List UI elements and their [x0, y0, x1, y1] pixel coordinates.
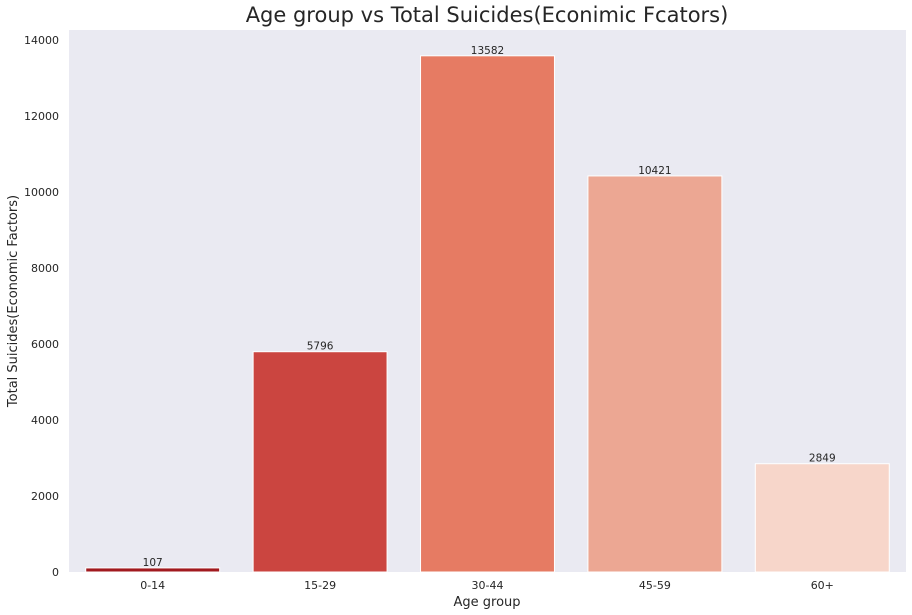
y-tick-label: 6000	[31, 338, 59, 351]
data-label-60+: 2849	[809, 453, 836, 465]
x-tick-label: 0-14	[140, 579, 165, 592]
data-label-15-29: 5796	[307, 341, 334, 353]
data-labels-group: 107 5796 13582 10421 2849	[143, 45, 836, 569]
bar-60+	[754, 463, 890, 573]
x-tick-label: 60+	[811, 579, 834, 592]
x-tick-labels: 0-14 15-29 30-44 45-59 60+	[140, 579, 834, 592]
y-tick-label: 0	[52, 566, 59, 579]
x-tick-label: 30-44	[472, 579, 504, 592]
x-tick-label: 15-29	[304, 579, 336, 592]
bar-0-14	[85, 567, 221, 573]
bar-45-59	[587, 175, 723, 573]
data-label-30-44: 13582	[471, 45, 504, 57]
y-tick-label: 4000	[31, 414, 59, 427]
data-label-0-14: 107	[143, 557, 163, 569]
y-tick-label: 8000	[31, 262, 59, 275]
x-tick-label: 45-59	[639, 579, 671, 592]
y-tick-label: 10000	[24, 186, 59, 199]
y-tick-labels: 0 2000 4000 6000 8000 10000 12000 14000	[24, 34, 59, 579]
chart-title: Age group vs Total Suicides(Econimic Fca…	[246, 3, 729, 27]
y-tick-label: 12000	[24, 110, 59, 123]
data-label-45-59: 10421	[638, 165, 671, 177]
y-axis-label: Total Suicides(Economic Factors)	[6, 195, 21, 408]
y-tick-label: 2000	[31, 490, 59, 503]
x-axis-label: Age group	[453, 595, 520, 610]
bar-30-44	[420, 55, 555, 573]
bar-15-29	[252, 351, 388, 573]
y-tick-label: 14000	[24, 34, 59, 47]
bars-group	[85, 55, 890, 573]
